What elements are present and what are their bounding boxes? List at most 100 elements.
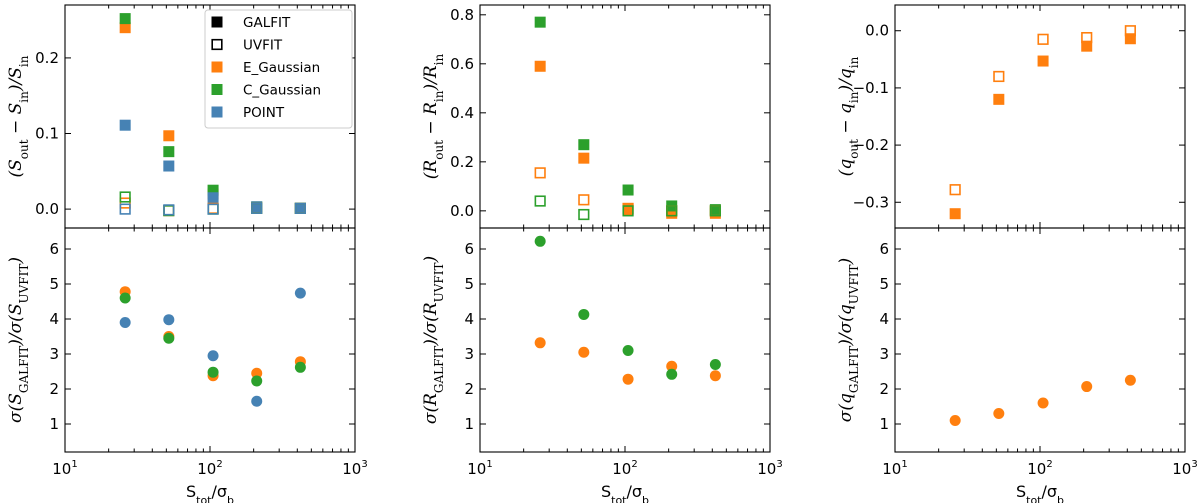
legend-marker — [211, 61, 223, 73]
marker-point — [119, 317, 131, 328]
y-tick-label: 1 — [464, 415, 474, 433]
marker-c-gaussian — [251, 375, 263, 387]
axes-frame — [894, 227, 1186, 453]
marker-c-gaussian — [119, 292, 131, 304]
x-tick-label: 102 — [612, 459, 637, 478]
marker-e-gaussian-galfit — [1081, 40, 1093, 52]
marker-c-gaussian — [666, 368, 678, 380]
marker-e-gaussian-uvfit — [1037, 33, 1049, 45]
marker-e-gaussian — [251, 367, 263, 379]
marker-point-galfit — [119, 119, 131, 131]
marker-c-gaussian-galfit — [534, 16, 546, 28]
marker-e-gaussian-uvfit — [119, 197, 131, 209]
y-tick-label: −0.3 — [853, 193, 889, 211]
y-axis-label: σ(qGALFIT)/σ(qUVFIT) — [836, 258, 861, 422]
legend-marker — [211, 38, 223, 51]
y-tick-label: 1 — [49, 415, 59, 433]
marker-e-gaussian — [622, 373, 634, 385]
panel-bottom-left: 1 2 3 4 5 6 σ(SGALFIT)/σ(SUVFIT) 101 102 103 Stot/… — [6, 227, 368, 503]
panel-top-left: 0.0 0.1 0.2(Sout − Sin)/Sin — [6, 4, 356, 229]
legend-marker — [211, 16, 223, 28]
y-axis-label: σ(RGALFIT)/σ(RUVFIT) — [421, 256, 446, 424]
legend-marker — [211, 106, 223, 118]
y-tick-label: 0.0 — [865, 22, 889, 40]
marker-c-gaussian-galfit — [578, 139, 590, 151]
y-tick-label: 4 — [879, 310, 889, 328]
marker-e-gaussian-uvfit — [1124, 25, 1136, 37]
marker-point — [163, 314, 175, 326]
x-tick-label: 103 — [757, 459, 782, 478]
y-tick-label: 0.0 — [35, 200, 59, 218]
marker-e-gaussian-uvfit — [1081, 31, 1093, 44]
y-tick-label: 6 — [879, 240, 889, 258]
marker-e-gaussian — [534, 337, 546, 349]
marker-e-gaussian-galfit — [163, 130, 175, 142]
marker-point-uvfit — [207, 203, 219, 215]
marker-c-gaussian-galfit — [207, 184, 219, 196]
y-tick-label: 6 — [464, 240, 474, 258]
marker-e-gaussian-uvfit — [578, 194, 590, 206]
y-tick-label: 2 — [49, 380, 59, 398]
legend-label: E_Gaussian — [243, 60, 320, 76]
marker-point-galfit — [163, 160, 175, 172]
marker-e-gaussian-galfit — [1124, 33, 1136, 45]
marker-c-gaussian-uvfit — [119, 191, 131, 203]
y-tick-label: 2 — [879, 380, 889, 398]
y-tick-label: 0.6 — [450, 55, 474, 73]
marker-e-gaussian — [1037, 397, 1049, 409]
marker-e-gaussian-uvfit — [993, 70, 1005, 83]
x-tick-label: 102 — [1027, 459, 1052, 478]
y-tick-label: 3 — [879, 345, 889, 363]
legend-label: POINT — [243, 105, 285, 121]
marker-point-uvfit — [294, 202, 306, 214]
y-tick-label: 4 — [464, 310, 474, 328]
x-tick-label: 101 — [882, 459, 907, 478]
marker-c-gaussian-uvfit — [622, 205, 634, 217]
marker-c-gaussian — [207, 366, 219, 378]
y-tick-label: 0.4 — [450, 104, 474, 122]
legend: GALFIT UVFIT E_Gaussian C_Gaussian POINT — [204, 9, 353, 129]
marker-c-gaussian-galfit — [622, 184, 634, 196]
marker-c-gaussian — [578, 308, 590, 320]
marker-e-gaussian — [578, 346, 590, 358]
y-tick-label: 0.0 — [450, 202, 474, 220]
marker-e-gaussian-galfit — [949, 208, 961, 220]
panel-bottom-middle: 1 2 3 4 5 6 σ(RGALFIT)/σ(RUVFIT) 101 102 103 Stot/… — [421, 227, 783, 503]
marker-c-gaussian — [294, 361, 306, 373]
marker-point — [207, 350, 219, 362]
y-axis-label: σ(SGALFIT)/σ(SUVFIT) — [6, 257, 31, 423]
y-tick-label: 6 — [49, 240, 59, 258]
marker-point-uvfit — [251, 202, 263, 214]
panel-top-middle: 0.0 0.2 0.4 0.6 0.8 (Rout − Rin)/Rin — [421, 4, 771, 229]
marker-c-gaussian-uvfit — [709, 205, 721, 217]
legend-marker — [211, 84, 223, 95]
x-tick-label: 102 — [197, 459, 222, 478]
marker-e-gaussian — [1081, 381, 1093, 393]
marker-point-uvfit — [163, 204, 175, 216]
marker-e-gaussian-uvfit — [534, 167, 546, 179]
marker-e-gaussian-galfit — [578, 152, 590, 164]
y-tick-label: 3 — [464, 345, 474, 363]
marker-c-gaussian — [534, 235, 546, 247]
marker-e-gaussian — [1124, 374, 1136, 386]
marker-c-gaussian — [709, 359, 721, 370]
marker-c-gaussian-uvfit — [578, 208, 590, 221]
marker-e-gaussian-galfit — [622, 204, 634, 216]
y-tick-label: −0.2 — [853, 136, 889, 154]
x-tick-label: 101 — [467, 459, 492, 478]
axes-frame — [479, 227, 771, 453]
y-axis-label: (Sout − Sin)/Sin — [6, 55, 31, 177]
marker-c-gaussian-galfit — [163, 146, 175, 158]
marker-e-gaussian-galfit — [1037, 55, 1049, 67]
marker-c-gaussian — [622, 345, 634, 356]
x-tick-label: 101 — [52, 459, 77, 478]
legend-label: GALFIT — [243, 15, 291, 31]
axes-frame — [894, 4, 1186, 229]
y-tick-label: 0.2 — [450, 153, 474, 171]
marker-e-gaussian — [666, 360, 678, 372]
x-tick-label: 103 — [342, 459, 367, 478]
marker-c-gaussian — [163, 332, 175, 344]
y-tick-label: 4 — [49, 310, 59, 328]
marker-c-gaussian-uvfit — [534, 195, 546, 207]
y-tick-label: 0.8 — [450, 6, 474, 24]
